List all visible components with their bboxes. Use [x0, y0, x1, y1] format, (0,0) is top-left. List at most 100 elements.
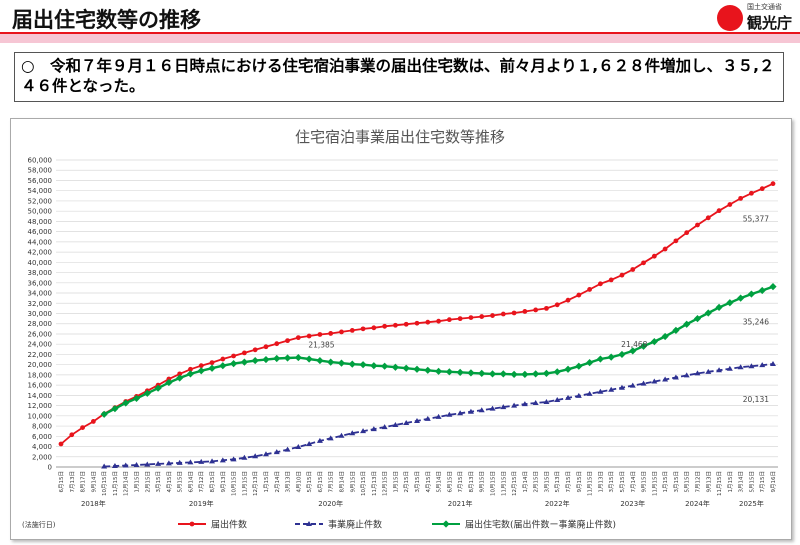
- point: [122, 399, 130, 407]
- x-tick-label: 4月15日: [425, 471, 432, 493]
- y-tick-label: 38,000: [28, 269, 53, 277]
- x-tick-label: 4月10日: [295, 471, 302, 493]
- y-tick-label: 40,000: [28, 259, 53, 267]
- summary: ○ 令和７年９月１６日時点における住宅宿泊事業の届出住宅数は、前々月より１,６２…: [14, 52, 784, 102]
- point: [219, 362, 227, 370]
- point: [544, 305, 549, 311]
- x-tick-label: 7月15日: [328, 471, 335, 493]
- point: [769, 283, 777, 291]
- point: [608, 277, 614, 283]
- point: [467, 408, 474, 414]
- point: [641, 260, 646, 266]
- point: [533, 307, 539, 313]
- x-tick-label: 2月14日: [274, 471, 281, 493]
- x-tick-label: 5月15日: [177, 471, 184, 493]
- point: [695, 222, 700, 228]
- point: [371, 325, 377, 331]
- x-tick-label: 9月13日: [220, 471, 227, 493]
- x-tick-label: 11月15日: [112, 471, 119, 496]
- point: [770, 360, 776, 366]
- x-tick-label: 12月15日: [511, 471, 518, 496]
- point: [565, 297, 571, 303]
- y-tick-label: 54,000: [28, 187, 53, 195]
- point: [306, 440, 313, 446]
- point: [467, 369, 475, 377]
- point: [305, 355, 313, 363]
- note: (法施行日): [22, 520, 56, 529]
- point: [683, 372, 690, 378]
- ministry: 国土交通省: [746, 3, 782, 11]
- point: [176, 459, 183, 465]
- point: [434, 367, 443, 375]
- y-tick-label: 24,000: [28, 341, 53, 349]
- y-tick-label: 8,000: [32, 423, 52, 431]
- data-label: 20,131: [743, 395, 769, 404]
- point: [349, 430, 356, 436]
- point: [608, 386, 615, 392]
- point: [435, 413, 442, 419]
- x-tick-label: 12月14日: [123, 471, 130, 496]
- logo-mark: [716, 4, 743, 31]
- point: [316, 437, 323, 443]
- point: [165, 460, 172, 466]
- legend-marker: [189, 521, 195, 527]
- data-label: 21,468: [621, 340, 647, 349]
- x-tick-label: 6月15日: [446, 471, 453, 493]
- x-tick-label: 7月14日: [630, 471, 637, 493]
- x-tick-label: 8月14日: [338, 471, 345, 493]
- point: [684, 230, 690, 236]
- point: [619, 272, 625, 278]
- data-label: 21,385: [308, 341, 334, 350]
- point: [58, 441, 64, 447]
- x-tick-label: 7月15日: [759, 471, 766, 493]
- point: [607, 353, 615, 361]
- point: [424, 415, 431, 421]
- point: [726, 365, 733, 371]
- y-tick-label: 50,000: [28, 208, 53, 216]
- legend-marker: [442, 520, 450, 528]
- year-label: 2024年: [685, 499, 710, 508]
- point: [651, 378, 658, 384]
- point: [640, 380, 647, 386]
- point: [262, 355, 270, 364]
- x-tick-label: 3月15日: [608, 471, 615, 493]
- x-tick-label: 4月15日: [166, 471, 173, 493]
- y-tick-label: 30,000: [28, 310, 53, 318]
- x-tick-label: 11月15日: [241, 471, 248, 496]
- x-tick-label: 9月16日: [770, 471, 777, 493]
- x-tick-label: 9月15日: [349, 471, 356, 493]
- y-tick-label: 44,000: [28, 238, 53, 246]
- x-tick-label: 11月13日: [371, 471, 378, 496]
- point: [705, 215, 711, 221]
- x-tick-label: 12月15日: [382, 471, 389, 496]
- point: [262, 451, 269, 457]
- y-tick-label: 12,000: [28, 402, 53, 410]
- point: [403, 419, 410, 425]
- x-tick-label: 10月15日: [231, 471, 238, 496]
- point: [694, 370, 701, 376]
- y-tick-label: 20,000: [28, 361, 53, 369]
- x-tick-label: 5月15日: [306, 471, 313, 493]
- x-tick-label: 8月17日: [80, 471, 87, 493]
- point: [349, 327, 355, 333]
- point: [122, 462, 129, 468]
- point: [651, 253, 657, 259]
- x-tick-label: 3月14日: [738, 471, 745, 493]
- point: [650, 338, 658, 346]
- point: [90, 419, 96, 424]
- point: [339, 329, 344, 335]
- y-tick-label: 60,000: [28, 157, 53, 165]
- x-tick-label: 5月15日: [684, 471, 691, 493]
- point: [165, 378, 173, 387]
- data-label: 55,377: [743, 215, 769, 224]
- y-tick-label: 14,000: [28, 392, 53, 400]
- point: [328, 331, 334, 336]
- header-band: [0, 32, 800, 43]
- point: [446, 317, 452, 323]
- point: [629, 382, 636, 388]
- point: [716, 367, 723, 373]
- point: [618, 350, 626, 359]
- point: [737, 294, 745, 302]
- point: [154, 384, 162, 392]
